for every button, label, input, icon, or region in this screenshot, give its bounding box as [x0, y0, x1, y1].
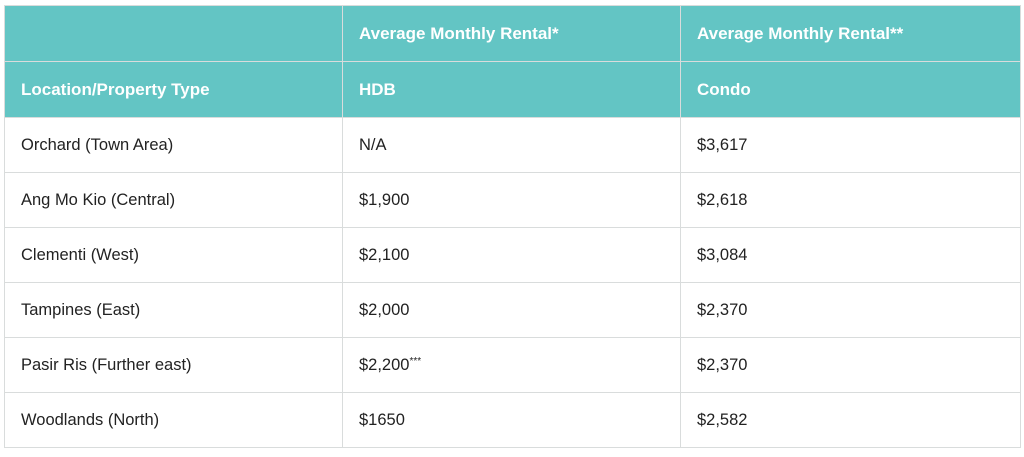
table-row: Woodlands (North) $1650 $2,582 [4, 392, 1021, 448]
condo-cell: $3,617 [680, 117, 1021, 173]
table-row: Ang Mo Kio (Central) $1,900 $2,618 [4, 172, 1021, 228]
table-header: Average Monthly Rental* Average Monthly … [4, 5, 1021, 118]
hdb-cell: N/A [342, 117, 681, 173]
header-cell-location: Location/Property Type [4, 61, 343, 118]
location-cell: Orchard (Town Area) [4, 117, 343, 173]
header-cell-hdb-rental: Average Monthly Rental* [342, 5, 681, 62]
hdb-value: $1,900 [359, 190, 410, 209]
hdb-cell: $1650 [342, 392, 681, 448]
header-row-top: Average Monthly Rental* Average Monthly … [4, 5, 1021, 62]
hdb-value: N/A [359, 135, 387, 154]
hdb-value: $2,100 [359, 245, 410, 264]
table-row: Tampines (East) $2,000 $2,370 [4, 282, 1021, 338]
header-cell-condo: Condo [680, 61, 1021, 118]
condo-cell: $2,370 [680, 337, 1021, 393]
hdb-value: $2,200 [359, 355, 410, 374]
header-cell-condo-rental: Average Monthly Rental** [680, 5, 1021, 62]
location-cell: Ang Mo Kio (Central) [4, 172, 343, 228]
header-cell-empty [4, 5, 343, 62]
hdb-cell: $1,900 [342, 172, 681, 228]
table-row: Pasir Ris (Further east) $2,200*** $2,37… [4, 337, 1021, 393]
rental-table: Average Monthly Rental* Average Monthly … [4, 5, 1021, 448]
table-row: Clementi (West) $2,100 $3,084 [4, 227, 1021, 283]
header-cell-hdb: HDB [342, 61, 681, 118]
location-cell: Clementi (West) [4, 227, 343, 283]
location-cell: Woodlands (North) [4, 392, 343, 448]
hdb-cell: $2,200*** [342, 337, 681, 393]
location-cell: Tampines (East) [4, 282, 343, 338]
hdb-value: $1650 [359, 410, 405, 429]
table-row: Orchard (Town Area) N/A $3,617 [4, 117, 1021, 173]
table-body: Orchard (Town Area) N/A $3,617 Ang Mo Ki… [4, 117, 1021, 448]
condo-cell: $2,582 [680, 392, 1021, 448]
condo-cell: $2,370 [680, 282, 1021, 338]
hdb-footnote-mark: *** [409, 355, 422, 367]
location-cell: Pasir Ris (Further east) [4, 337, 343, 393]
header-row-bottom: Location/Property Type HDB Condo [4, 61, 1021, 118]
hdb-cell: $2,000 [342, 282, 681, 338]
rental-table-container: Average Monthly Rental* Average Monthly … [4, 5, 1021, 448]
hdb-cell: $2,100 [342, 227, 681, 283]
hdb-value: $2,000 [359, 300, 410, 319]
condo-cell: $2,618 [680, 172, 1021, 228]
condo-cell: $3,084 [680, 227, 1021, 283]
